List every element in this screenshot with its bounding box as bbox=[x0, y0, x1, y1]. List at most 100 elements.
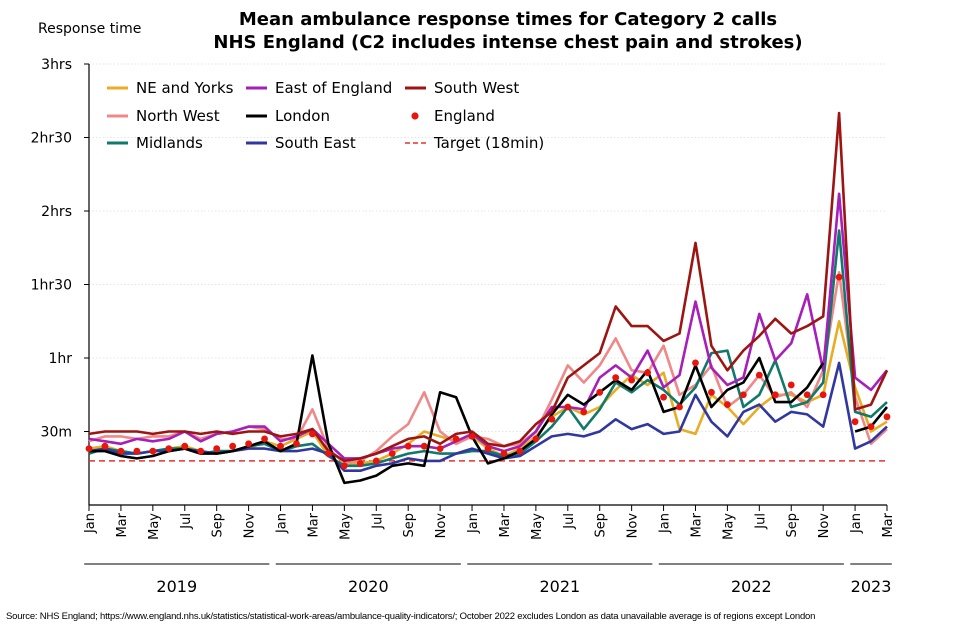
x-tick-label: May bbox=[721, 513, 736, 540]
legend-label: Target (18min) bbox=[433, 134, 544, 152]
legend-item: England bbox=[411, 107, 495, 125]
legend-item: London bbox=[246, 107, 330, 125]
england-point bbox=[532, 435, 540, 443]
year-label: 2020 bbox=[348, 577, 389, 596]
year-label: 2019 bbox=[156, 577, 197, 596]
x-tick-label: Jul bbox=[370, 513, 385, 530]
england-point bbox=[181, 442, 189, 450]
legend-label: North West bbox=[136, 107, 220, 125]
england-point bbox=[197, 447, 205, 455]
x-tick-label: Sep bbox=[211, 513, 226, 538]
x-tick-label: Jul bbox=[562, 513, 577, 530]
england-point bbox=[724, 401, 731, 408]
england-point bbox=[564, 403, 572, 411]
england-point bbox=[229, 442, 237, 450]
legend-item: Target (18min) bbox=[405, 134, 544, 152]
x-tick-label: Mar bbox=[498, 512, 513, 537]
england-point bbox=[85, 445, 93, 453]
x-tick-label: May bbox=[338, 513, 353, 540]
england-point bbox=[420, 442, 428, 450]
x-tick-label: Nov bbox=[626, 513, 641, 539]
legend-label: Midlands bbox=[136, 134, 203, 152]
y-tick-label: 1hr bbox=[48, 351, 72, 367]
x-tick-label: Jan bbox=[466, 513, 481, 534]
y-tick-label: 1hr30 bbox=[31, 278, 72, 294]
x-tick-label: Mar bbox=[881, 512, 896, 537]
legend-label: NE and Yorks bbox=[136, 79, 234, 97]
x-tick-label: Jan bbox=[83, 513, 98, 534]
x-tick-label: May bbox=[147, 513, 162, 540]
legend-swatch bbox=[411, 112, 419, 120]
legend-label: England bbox=[434, 107, 495, 125]
england-point bbox=[356, 459, 364, 467]
england-point bbox=[261, 435, 268, 443]
x-tick-label: Jan bbox=[849, 513, 864, 534]
x-tick-label: Mar bbox=[689, 512, 704, 537]
x-tick-label: Sep bbox=[594, 513, 609, 538]
england-point bbox=[867, 423, 875, 430]
england-point bbox=[692, 359, 699, 367]
x-tick-label: Jul bbox=[753, 513, 768, 530]
england-point bbox=[548, 415, 556, 423]
england-point bbox=[149, 447, 157, 455]
england-point bbox=[739, 391, 747, 399]
england-point bbox=[277, 442, 284, 450]
england-point bbox=[580, 408, 588, 416]
series-line-south-west bbox=[88, 111, 889, 463]
x-tick-label: Sep bbox=[785, 513, 800, 538]
england-point bbox=[293, 440, 300, 448]
source-note: Source: NHS England; https://www.england… bbox=[6, 611, 816, 622]
y-tick-label: 2hr30 bbox=[31, 131, 72, 147]
x-tick-label: Nov bbox=[243, 513, 258, 539]
year-label: 2021 bbox=[539, 577, 580, 596]
england-point bbox=[484, 445, 492, 453]
legend-item: South East bbox=[246, 134, 356, 152]
england-point bbox=[835, 273, 843, 281]
england-point bbox=[468, 433, 476, 440]
y-axis-title: Response time bbox=[38, 21, 141, 37]
x-tick-label: Jan bbox=[658, 513, 673, 534]
chart: Mean ambulance response times for Catego… bbox=[31, 9, 896, 596]
x-tick-label: Jan bbox=[275, 513, 290, 534]
england-point bbox=[133, 447, 141, 455]
england-point bbox=[101, 442, 109, 450]
year-label: 2022 bbox=[731, 577, 772, 596]
england-point bbox=[245, 440, 253, 448]
england-point bbox=[771, 391, 779, 399]
england-point bbox=[117, 447, 125, 455]
series-line-midlands bbox=[88, 229, 888, 468]
england-point bbox=[851, 418, 859, 426]
england-point bbox=[436, 445, 444, 453]
legend-item: Midlands bbox=[107, 134, 203, 152]
england-point bbox=[883, 413, 891, 421]
year-label: 2023 bbox=[851, 577, 892, 596]
y-tick-label: 30m bbox=[41, 425, 72, 441]
england-point bbox=[309, 430, 316, 438]
legend-item: NE and Yorks bbox=[107, 79, 234, 97]
england-point bbox=[660, 393, 667, 401]
legend-label: South East bbox=[275, 134, 356, 152]
england-point bbox=[452, 435, 460, 443]
england-point bbox=[325, 450, 332, 457]
england-point bbox=[819, 391, 827, 399]
legend-item: South West bbox=[405, 79, 519, 97]
england-point bbox=[516, 447, 524, 455]
legend-item: North West bbox=[107, 107, 220, 125]
england-point bbox=[388, 450, 396, 457]
x-tick-label: Jul bbox=[179, 513, 194, 530]
chart-title-line: Mean ambulance response times for Catego… bbox=[239, 9, 777, 30]
x-tick-label: Nov bbox=[817, 513, 832, 539]
y-tick-label: 2hrs bbox=[41, 204, 72, 220]
england-point bbox=[213, 445, 221, 453]
x-tick-label: Mar bbox=[115, 512, 130, 537]
england-point bbox=[372, 457, 380, 465]
legend-label: London bbox=[275, 107, 330, 125]
legend-item: East of England bbox=[246, 79, 392, 97]
england-point bbox=[676, 403, 683, 411]
chart-title-line: NHS England (C2 includes intense chest p… bbox=[213, 32, 802, 53]
england-point bbox=[708, 388, 715, 396]
england-point bbox=[787, 381, 795, 389]
england-point bbox=[340, 462, 348, 470]
legend-label: East of England bbox=[275, 79, 392, 97]
england-point bbox=[755, 371, 763, 379]
